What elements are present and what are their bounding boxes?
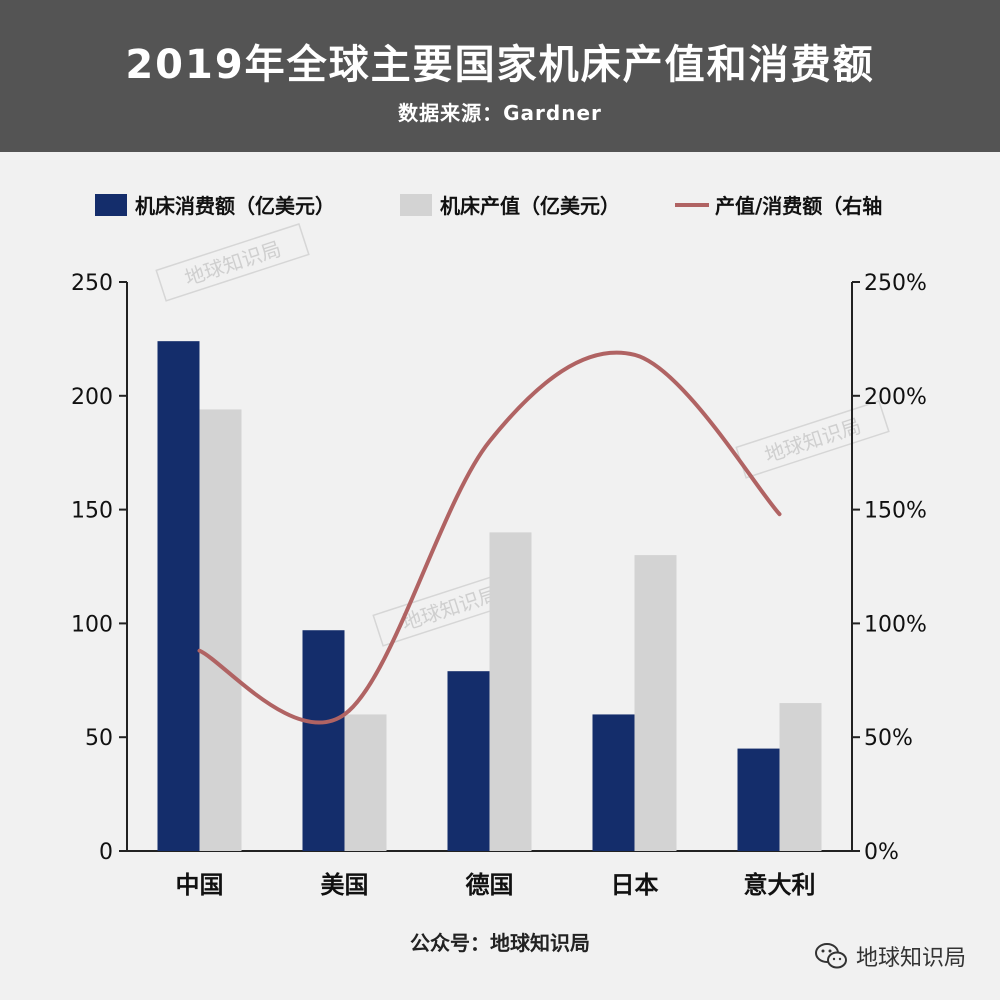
right-tick-label: 100% xyxy=(864,612,927,637)
brand-badge: 地球知识局 xyxy=(814,940,966,972)
x-tick-label: 中国 xyxy=(176,871,224,899)
consumption-bar xyxy=(447,671,490,851)
production-bar xyxy=(344,714,387,851)
chart-canvas: 机床消费额（亿美元） 机床产值（亿美元） 产值/消费额（右轴 地球知识局地球知识局地… xyxy=(71,194,927,899)
consumption-bar xyxy=(302,630,345,851)
x-tick-label: 意大利 xyxy=(744,871,816,899)
watermark-text: 地球知识局 xyxy=(182,236,285,290)
chart-header: 2019年全球主要国家机床产值和消费额 数据来源：Gardner xyxy=(0,0,1000,152)
right-tick-label: 150% xyxy=(864,499,927,524)
production-bar xyxy=(634,555,677,851)
watermark-frame xyxy=(155,223,310,302)
x-tick-label: 德国 xyxy=(466,871,514,899)
production-bar xyxy=(489,532,532,851)
consumption-bar xyxy=(157,341,200,851)
left-tick-label: 150 xyxy=(71,499,113,524)
legend-consumption-label: 机床消费额（亿美元） xyxy=(135,194,335,218)
consumption-bar xyxy=(737,748,780,851)
right-tick-label: 200% xyxy=(864,385,927,410)
bars xyxy=(157,341,822,851)
brand-name: 地球知识局 xyxy=(855,946,966,971)
right-tick-label: 0% xyxy=(864,840,899,865)
legend-ratio-label: 产值/消费额（右轴 xyxy=(715,194,882,218)
legend-consumption-swatch xyxy=(95,194,127,216)
legend: 机床消费额（亿美元） 机床产值（亿美元） 产值/消费额（右轴 xyxy=(95,194,882,218)
left-tick-label: 250 xyxy=(71,271,113,296)
chart-title: 2019年全球主要国家机床产值和消费额 xyxy=(125,42,875,88)
watermark-text: 地球知识局 xyxy=(762,413,865,467)
ratio-line-layer xyxy=(197,350,782,725)
consumption-bar xyxy=(592,714,635,851)
legend-production-swatch xyxy=(400,194,432,216)
right-tick-label: 250% xyxy=(864,271,927,296)
left-tick-label: 200 xyxy=(71,385,113,410)
left-tick-label: 100 xyxy=(71,612,113,637)
ratio-line xyxy=(197,350,782,725)
left-tick-label: 0 xyxy=(99,840,113,865)
production-bar xyxy=(199,409,242,851)
wechat-icon xyxy=(814,943,847,969)
right-tick-label: 50% xyxy=(864,726,913,751)
x-tick-label: 美国 xyxy=(321,871,369,899)
x-axis-labels: 中国 美国 德国 日本 意大利 xyxy=(176,871,816,899)
left-tick-label: 50 xyxy=(85,726,113,751)
x-tick-label: 日本 xyxy=(611,871,659,899)
production-bar xyxy=(779,703,822,851)
chart-subtitle: 数据来源：Gardner xyxy=(398,101,602,125)
footer-source: 公众号：地球知识局 xyxy=(410,931,590,955)
legend-production-label: 机床产值（亿美元） xyxy=(440,194,620,218)
